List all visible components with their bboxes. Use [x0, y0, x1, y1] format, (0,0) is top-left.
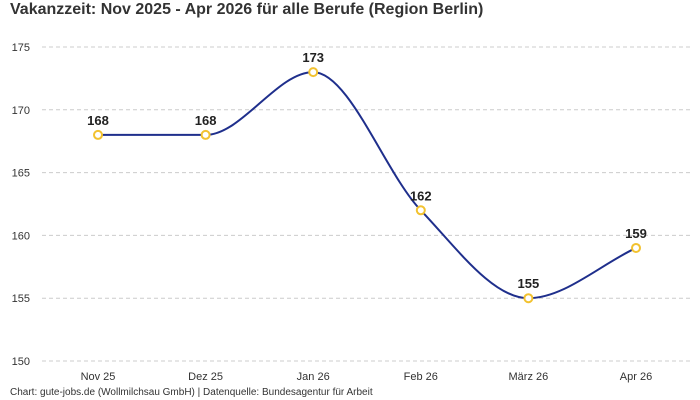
chart-footer: Chart: gute-jobs.de (Wollmilchsau GmbH) … [10, 387, 373, 398]
x-tick-label-1: Nov 25 [81, 371, 116, 383]
data-label-4: 162 [410, 188, 432, 203]
x-tick-label-5: März 26 [509, 371, 549, 383]
data-point-3 [308, 67, 319, 78]
data-point-4 [415, 205, 426, 216]
data-point-5 [523, 293, 534, 304]
data-point-2 [200, 129, 211, 140]
series-line [98, 71, 637, 300]
data-label-1: 168 [87, 113, 109, 128]
y-tick-label-170: 170 [12, 105, 30, 117]
data-label-2: 168 [195, 113, 217, 128]
chart-title: Vakanzzeit: Nov 2025 - Apr 2026 für alle… [10, 1, 484, 18]
y-tick-label-165: 165 [12, 168, 30, 180]
y-tick-label-160: 160 [12, 230, 30, 242]
data-label-5: 155 [518, 276, 540, 291]
data-point-6 [631, 242, 641, 253]
x-tick-label-6: Apr 26 [620, 371, 652, 383]
y-tick-label-150: 150 [12, 356, 30, 368]
y-tick-label-155: 155 [12, 293, 30, 305]
y-tick-label-175: 175 [12, 42, 30, 54]
x-tick-label-4: Feb 26 [404, 371, 438, 383]
data-label-6: 159 [625, 226, 647, 241]
data-label-3: 173 [302, 50, 324, 65]
x-tick-label-2: Dez 25 [188, 371, 223, 383]
data-point-1 [93, 129, 103, 140]
x-tick-label-3: Jan 26 [297, 371, 330, 383]
